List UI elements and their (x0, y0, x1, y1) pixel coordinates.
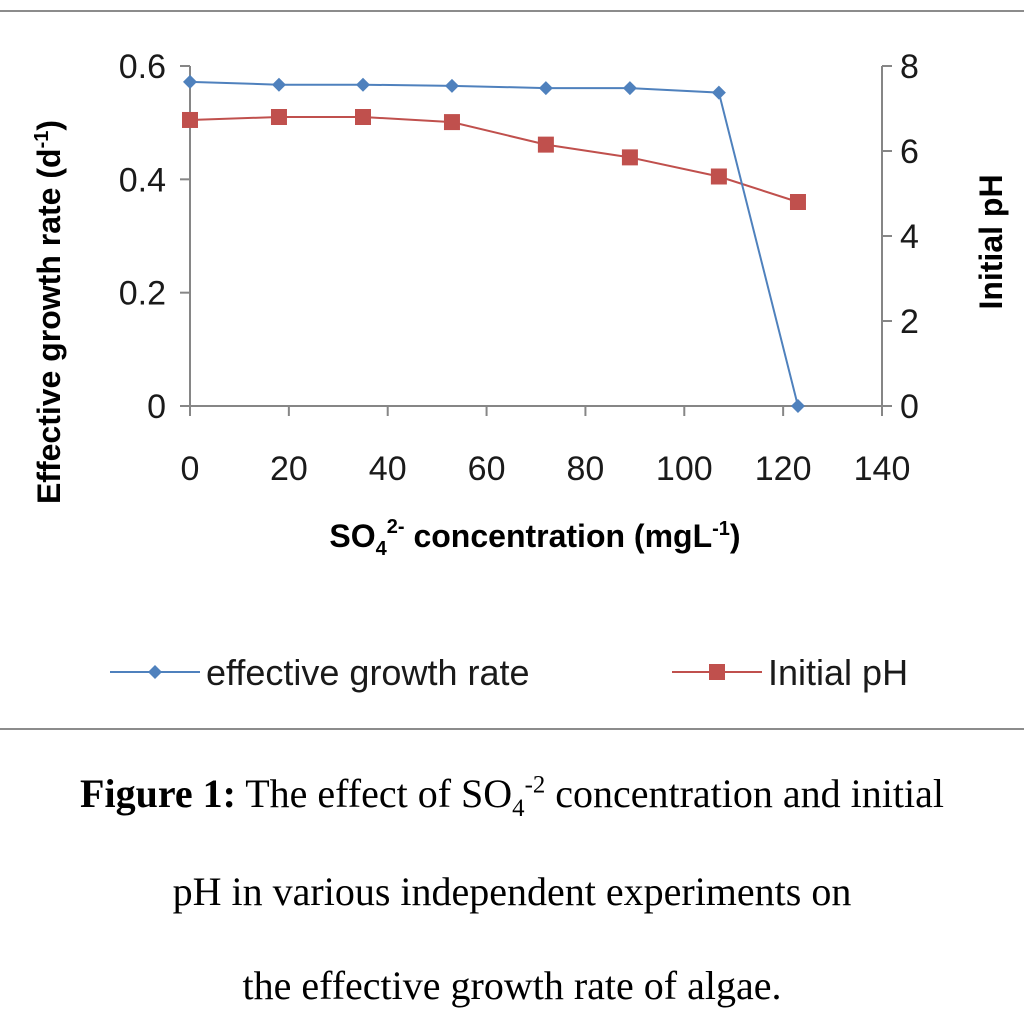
figure-caption-line-3: the effective growth rate of algae. (242, 963, 782, 1008)
initial-ph-data-point (355, 109, 371, 125)
caption-text-a: The effect of SO (235, 771, 513, 816)
initial-ph-data-point (182, 111, 198, 128)
x-tick-label: 60 (468, 450, 506, 488)
effective-growth-rate-data-point (356, 77, 370, 92)
initial-ph-series-line (189, 116, 799, 203)
legend-effective-growth-rate-label: effective growth rate (206, 652, 530, 693)
legend-initial-ph-label: Initial pH (768, 652, 908, 693)
initial-ph-data-point (621, 149, 638, 166)
legend: effective growth rate Initial pH (110, 652, 908, 693)
legend-initial-ph-marker (709, 664, 725, 680)
effective-growth-rate-data-point (271, 77, 286, 92)
figure-caption-line-2: pH in various independent experiments on (172, 869, 852, 914)
x-tick-label: 40 (369, 450, 407, 488)
effective-growth-rate-data-point (538, 81, 553, 96)
x-tick-label: 0 (181, 450, 200, 488)
effective-growth-rate-data-point (790, 399, 805, 413)
initial-ph-data-point (537, 136, 554, 153)
legend-effective-growth-rate-marker (148, 665, 162, 679)
effective-growth-rate-series-line (189, 80, 799, 407)
x-tick-label: 20 (270, 450, 308, 488)
series-layer (182, 74, 806, 413)
y-left-tick-label: 0.4 (119, 161, 166, 199)
caption-text-b: concentration and initial (545, 771, 944, 816)
figure-caption-label: Figure 1: (80, 771, 236, 816)
effective-growth-rate-data-point (622, 81, 637, 96)
y-right-tick-label: 6 (900, 133, 919, 171)
chart-frame: 0 20 40 60 80 100 120 140 0 0.2 0.4 0.6 0 2 4 6 8 Effect… (0, 10, 1024, 730)
x-axis-title: SO42- concentration (mgL-1) (329, 516, 740, 560)
initial-ph-data-point (710, 168, 727, 185)
effective-growth-rate-data-point (444, 78, 459, 93)
effective-growth-rate-data-point (711, 85, 726, 100)
initial-ph-data-point (270, 109, 287, 125)
x-tick-label: 140 (854, 450, 911, 488)
x-tick-label: 80 (567, 450, 605, 488)
effective-growth-rate-data-point (183, 74, 197, 89)
y-left-tick-label: 0.6 (119, 48, 166, 86)
y-right-tick-label: 2 (900, 303, 919, 341)
initial-ph-data-point (443, 114, 460, 131)
y-right-tick-label: 8 (900, 48, 919, 86)
axes: 0 20 40 60 80 100 120 140 0 0.2 0.4 0.6 0 2 4 6 8 (119, 48, 919, 488)
x-tick-label: 100 (656, 450, 713, 488)
y-left-tick-label: 0.2 (119, 275, 166, 313)
y-left-axis-title: Effective growth rate (d-1) (31, 120, 67, 504)
y-right-tick-label: 0 (900, 388, 919, 426)
y-right-tick-label: 4 (900, 218, 919, 256)
figure-caption-line-1: Figure 1: The effect of SO4-2 concentrat… (0, 770, 1024, 823)
chart-svg: 0 20 40 60 80 100 120 140 0 0.2 0.4 0.6 0 2 4 6 8 Effect… (31, 48, 1009, 693)
caption-sup: -2 (524, 771, 546, 799)
caption-sub: 4 (512, 795, 525, 822)
initial-ph-data-point (789, 194, 806, 210)
y-right-axis-title: Initial pH (973, 174, 1009, 309)
x-tick-label: 120 (755, 450, 812, 488)
y-left-tick-label: 0 (147, 388, 166, 426)
